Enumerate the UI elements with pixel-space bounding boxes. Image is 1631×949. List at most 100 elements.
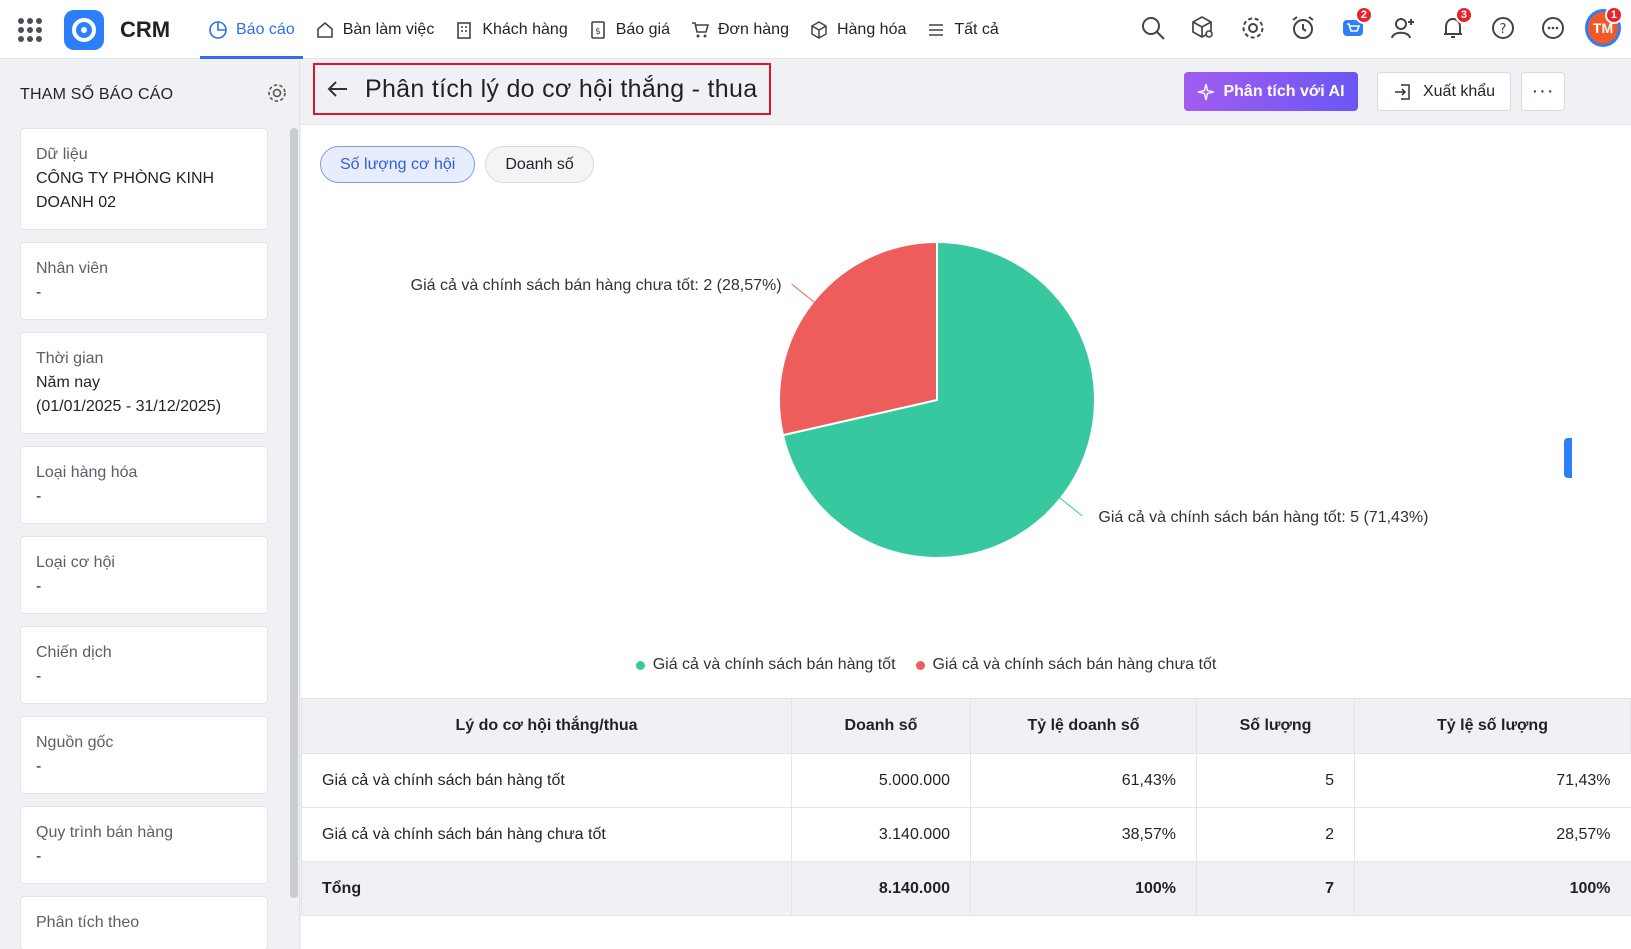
param-product-type[interactable]: Loại hàng hóa - xyxy=(20,446,268,524)
param-campaign[interactable]: Chiến dịch - xyxy=(20,626,268,704)
report-parameters-sidebar: THAM SỐ BÁO CÁO Dữ liệu CÔNG TY PHÒNG KI… xyxy=(0,60,300,949)
more-actions-button[interactable]: ··· xyxy=(1521,72,1565,111)
table-row[interactable]: Giá cả và chính sách bán hàng chưa tốt 3… xyxy=(301,807,1631,862)
param-label: Dữ liệu xyxy=(36,146,88,163)
table-total-row: Tổng 8.140.000 100% 7 100% xyxy=(301,861,1631,916)
nav-item-customers[interactable]: Khách hàng xyxy=(444,0,577,59)
param-label: Chiến dịch xyxy=(36,644,112,661)
nav-item-workspace[interactable]: Bàn làm việc xyxy=(305,0,445,59)
cell-revenue-ratio: 61,43% xyxy=(970,753,1197,808)
param-employee[interactable]: Nhân viên - xyxy=(20,242,268,320)
report-main: Phân tích lý do cơ hội thắng - thua Phân… xyxy=(301,60,1631,949)
pie-slice-1[interactable] xyxy=(778,240,938,437)
add-user-icon[interactable] xyxy=(1385,10,1421,46)
toggle-opportunity-count[interactable]: Số lượng cơ hội xyxy=(320,146,476,183)
column-header[interactable]: Tỷ lệ doanh số xyxy=(970,698,1197,754)
chart-legend: Giá cả và chính sách bán hàng tốt Giá cả… xyxy=(301,656,1551,674)
sidebar-title: THAM SỐ BÁO CÁO xyxy=(20,86,174,103)
nav-item-label: Đơn hàng xyxy=(717,20,789,38)
nav-item-products[interactable]: Hàng hóa xyxy=(799,0,916,59)
nav-item-all[interactable]: Tất cả xyxy=(916,0,1008,59)
param-opportunity-type[interactable]: Loại cơ hội - xyxy=(20,536,268,614)
data-label-1: Giá cả và chính sách bán hàng chưa tốt: … xyxy=(411,277,782,294)
param-value: - xyxy=(36,668,42,685)
alarm-clock-icon[interactable] xyxy=(1285,10,1321,46)
column-header[interactable]: Số lượng xyxy=(1196,698,1355,754)
gear-icon[interactable] xyxy=(1235,10,1271,46)
param-label: Loại hàng hóa xyxy=(36,464,138,481)
back-arrow-icon[interactable] xyxy=(325,76,351,102)
legend-item-not-good[interactable]: Giá cả và chính sách bán hàng chưa tốt xyxy=(915,656,1217,674)
analyze-with-ai-button[interactable]: Phân tích với AI xyxy=(1184,72,1358,111)
param-list: Dữ liệu CÔNG TY PHÒNG KINH DOANH 02 Nhân… xyxy=(20,128,268,949)
crm-logo-icon[interactable] xyxy=(64,10,104,50)
package-search-icon[interactable] xyxy=(1185,10,1221,46)
param-data[interactable]: Dữ liệu CÔNG TY PHÒNG KINH DOANH 02 xyxy=(20,128,268,230)
main-nav: Báo cáo Bàn làm việc Khách hàng $ Báo gi… xyxy=(198,0,1009,59)
cell-count-ratio: 71,43% xyxy=(1354,753,1631,808)
param-value: Năm nay (01/01/2025 - 31/12/2025) xyxy=(36,374,222,415)
param-sales-process[interactable]: Quy trình bán hàng - xyxy=(20,806,268,884)
sidebar-scrollbar[interactable] xyxy=(290,128,298,898)
legend-item-good[interactable]: Giá cả và chính sách bán hàng tốt xyxy=(635,656,896,674)
cell-revenue: 3.140.000 xyxy=(791,807,971,862)
nav-item-label: Bàn làm việc xyxy=(342,20,435,38)
nav-item-orders[interactable]: Đơn hàng xyxy=(680,0,799,59)
report-header: Phân tích lý do cơ hội thắng - thua Phân… xyxy=(301,60,1631,125)
cell-total-revenue: 8.140.000 xyxy=(791,861,971,916)
more-options-icon[interactable] xyxy=(1535,10,1571,46)
column-header[interactable]: Doanh số xyxy=(791,698,971,754)
nav-item-label: Báo cáo xyxy=(236,20,295,38)
param-analyze-by[interactable]: Phân tích theo xyxy=(20,896,268,949)
title-highlight: Phân tích lý do cơ hội thắng - thua xyxy=(313,63,771,115)
nav-item-label: Báo giá xyxy=(615,20,670,38)
cell-reason: Giá cả và chính sách bán hàng tốt xyxy=(301,753,792,808)
param-time[interactable]: Thời gian Năm nay (01/01/2025 - 31/12/20… xyxy=(20,332,268,434)
toggle-revenue[interactable]: Doanh số xyxy=(485,146,594,183)
leader-line-0 xyxy=(1058,496,1083,517)
search-icon[interactable] xyxy=(1135,10,1171,46)
bell-icon[interactable]: 3 xyxy=(1435,6,1473,46)
cell-total-label: Tổng xyxy=(301,861,792,916)
app-name[interactable]: CRM xyxy=(120,17,171,42)
column-header[interactable]: Lý do cơ hội thắng/thua xyxy=(301,698,792,754)
shopping-cart-icon[interactable]: 2 xyxy=(1335,6,1373,46)
apps-grid-icon[interactable] xyxy=(18,18,42,42)
svg-text:$: $ xyxy=(595,27,601,37)
param-label: Nhân viên xyxy=(36,260,109,277)
report-icon xyxy=(209,20,227,39)
table-row[interactable]: Giá cả và chính sách bán hàng tốt 5.000.… xyxy=(301,753,1631,808)
side-panel-handle[interactable] xyxy=(1564,438,1572,478)
pie-chart-area: Giá cả và chính sách bán hàng tốt: 5 (71… xyxy=(301,200,1631,700)
param-value: CÔNG TY PHÒNG KINH DOANH 02 xyxy=(36,170,215,211)
building-icon xyxy=(457,21,472,39)
cell-total-count-ratio: 100% xyxy=(1354,861,1631,916)
export-button[interactable]: Xuất khẩu xyxy=(1377,72,1511,111)
data-label-0: Giá cả và chính sách bán hàng tốt: 5 (71… xyxy=(1098,509,1428,526)
legend-label: Giá cả và chính sách bán hàng chưa tốt xyxy=(932,656,1217,673)
param-source[interactable]: Nguồn gốc - xyxy=(20,716,268,794)
column-header[interactable]: Tỷ lệ số lượng xyxy=(1354,698,1631,754)
param-value: - xyxy=(36,848,42,865)
avatar-badge: 1 xyxy=(1604,6,1623,24)
cell-count: 2 xyxy=(1196,807,1355,862)
export-icon xyxy=(1394,83,1410,100)
nav-item-reports[interactable]: Báo cáo xyxy=(198,0,305,59)
param-label: Phân tích theo xyxy=(36,914,140,931)
cart-badge: 2 xyxy=(1354,6,1373,24)
home-icon xyxy=(316,21,333,38)
leader-line-1 xyxy=(791,283,816,304)
legend-label: Giá cả và chính sách bán hàng tốt xyxy=(652,656,896,673)
nav-item-label: Khách hàng xyxy=(482,20,568,38)
cell-total-count: 7 xyxy=(1196,861,1355,916)
pie-chart: Giá cả và chính sách bán hàng tốt: 5 (71… xyxy=(411,240,1428,559)
gear-icon[interactable] xyxy=(266,82,288,104)
cell-total-revenue-ratio: 100% xyxy=(970,861,1197,916)
help-icon[interactable]: ? xyxy=(1485,10,1521,46)
cell-revenue: 5.000.000 xyxy=(791,753,971,808)
nav-item-quotes[interactable]: $ Báo giá xyxy=(578,0,680,59)
param-value: - xyxy=(36,578,42,595)
param-label: Nguồn gốc xyxy=(36,734,114,751)
metric-toggle: Số lượng cơ hội Doanh số xyxy=(320,146,594,183)
user-avatar[interactable]: TM 1 xyxy=(1585,6,1623,47)
